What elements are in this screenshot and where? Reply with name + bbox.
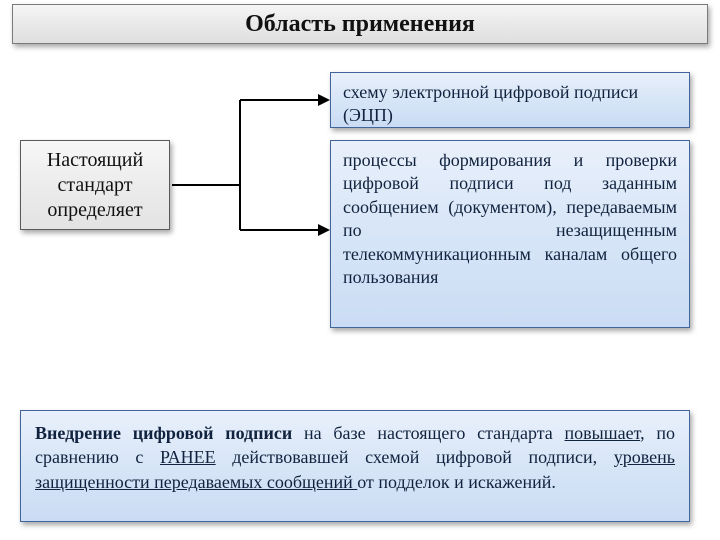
- page-title: Область применения: [245, 11, 475, 38]
- footer-u1: повышает: [565, 423, 641, 443]
- source-node: Настоящий стандарт определяет: [20, 140, 170, 230]
- target-1-text: схему электронной цифровой подписи (ЭЦП): [343, 82, 638, 125]
- footer-u2: РАНЕЕ: [160, 447, 216, 467]
- arrowhead-lower: [318, 224, 330, 236]
- target-2-text: процессы формирования и проверки цифрово…: [343, 150, 677, 287]
- target-node-1: схему электронной цифровой подписи (ЭЦП): [330, 72, 690, 128]
- arrowhead-upper: [318, 94, 330, 106]
- target-node-2: процессы формирования и проверки цифрово…: [330, 140, 690, 328]
- source-label: Настоящий стандарт определяет: [27, 148, 163, 223]
- footer-t1: на базе настоящего стандарта: [292, 423, 564, 443]
- footer-note: Внедрение цифровой подписи на базе насто…: [20, 410, 690, 522]
- footer-bold-1: Внедрение цифровой подписи: [35, 423, 292, 443]
- footer-t3: действовавшей схемой цифровой подписи,: [216, 447, 614, 467]
- footer-t4: от подделок и искажений.: [357, 472, 556, 492]
- connector-arrows: [170, 70, 330, 270]
- title-bar: Область применения: [12, 4, 708, 44]
